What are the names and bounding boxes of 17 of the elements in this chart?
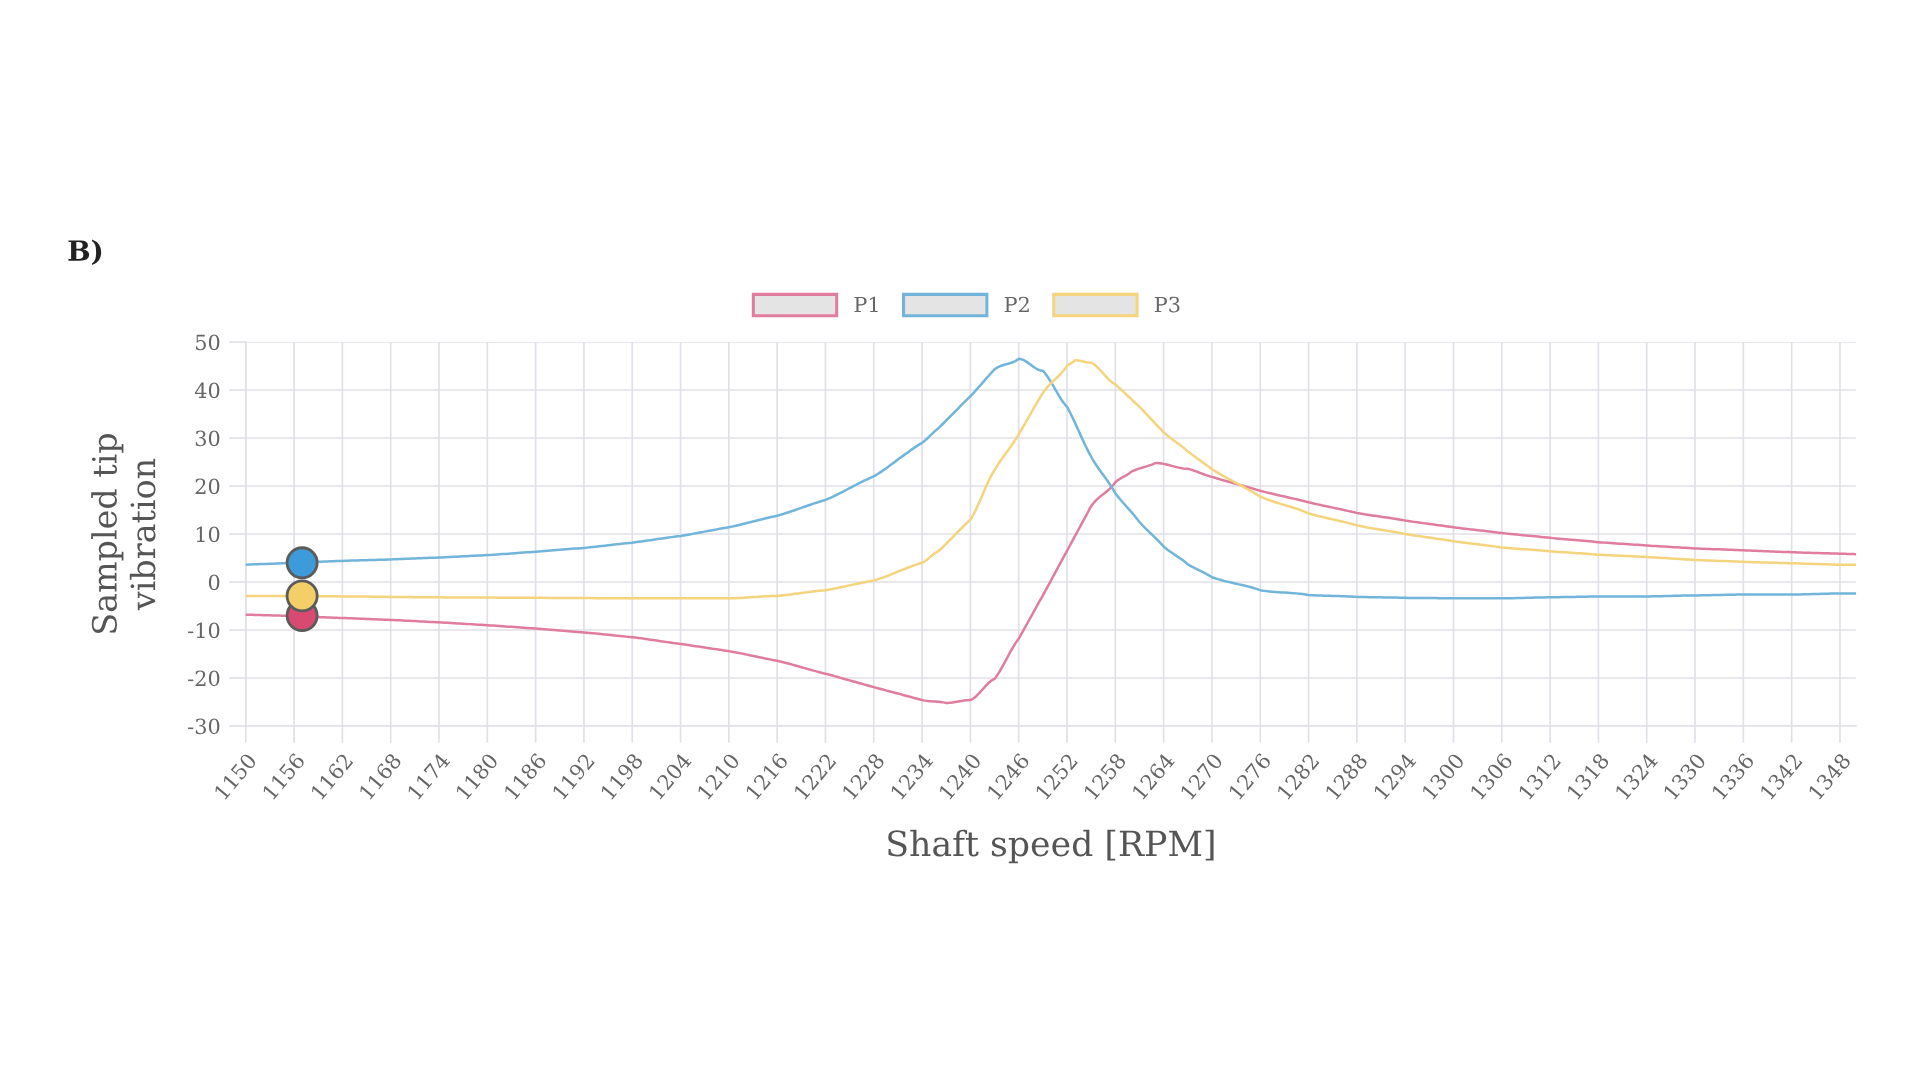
legend-label: P1 [854, 296, 878, 313]
y-tick-label: 40 [194, 382, 220, 399]
point [285, 579, 319, 613]
y-axis-title: Sampled tip vibration [91, 434, 156, 633]
legend-label: P2 [1004, 296, 1029, 313]
y-tick-label: 10 [196, 526, 220, 543]
y-tick-label: -10 [188, 622, 220, 639]
y-tick-label: 0 [208, 574, 220, 591]
y-tick-label: 50 [196, 334, 220, 351]
legend-label: P3 [1154, 296, 1180, 313]
y-tick-label: -20 [188, 670, 220, 687]
y-tick-label: -30 [188, 718, 220, 735]
y-tick-label: 30 [195, 430, 220, 447]
x-axis-title: Shaft speed [RPM] [888, 829, 1214, 864]
y-tick-label: 20 [195, 478, 220, 495]
point [285, 546, 319, 580]
chart-title: B) [68, 239, 102, 265]
